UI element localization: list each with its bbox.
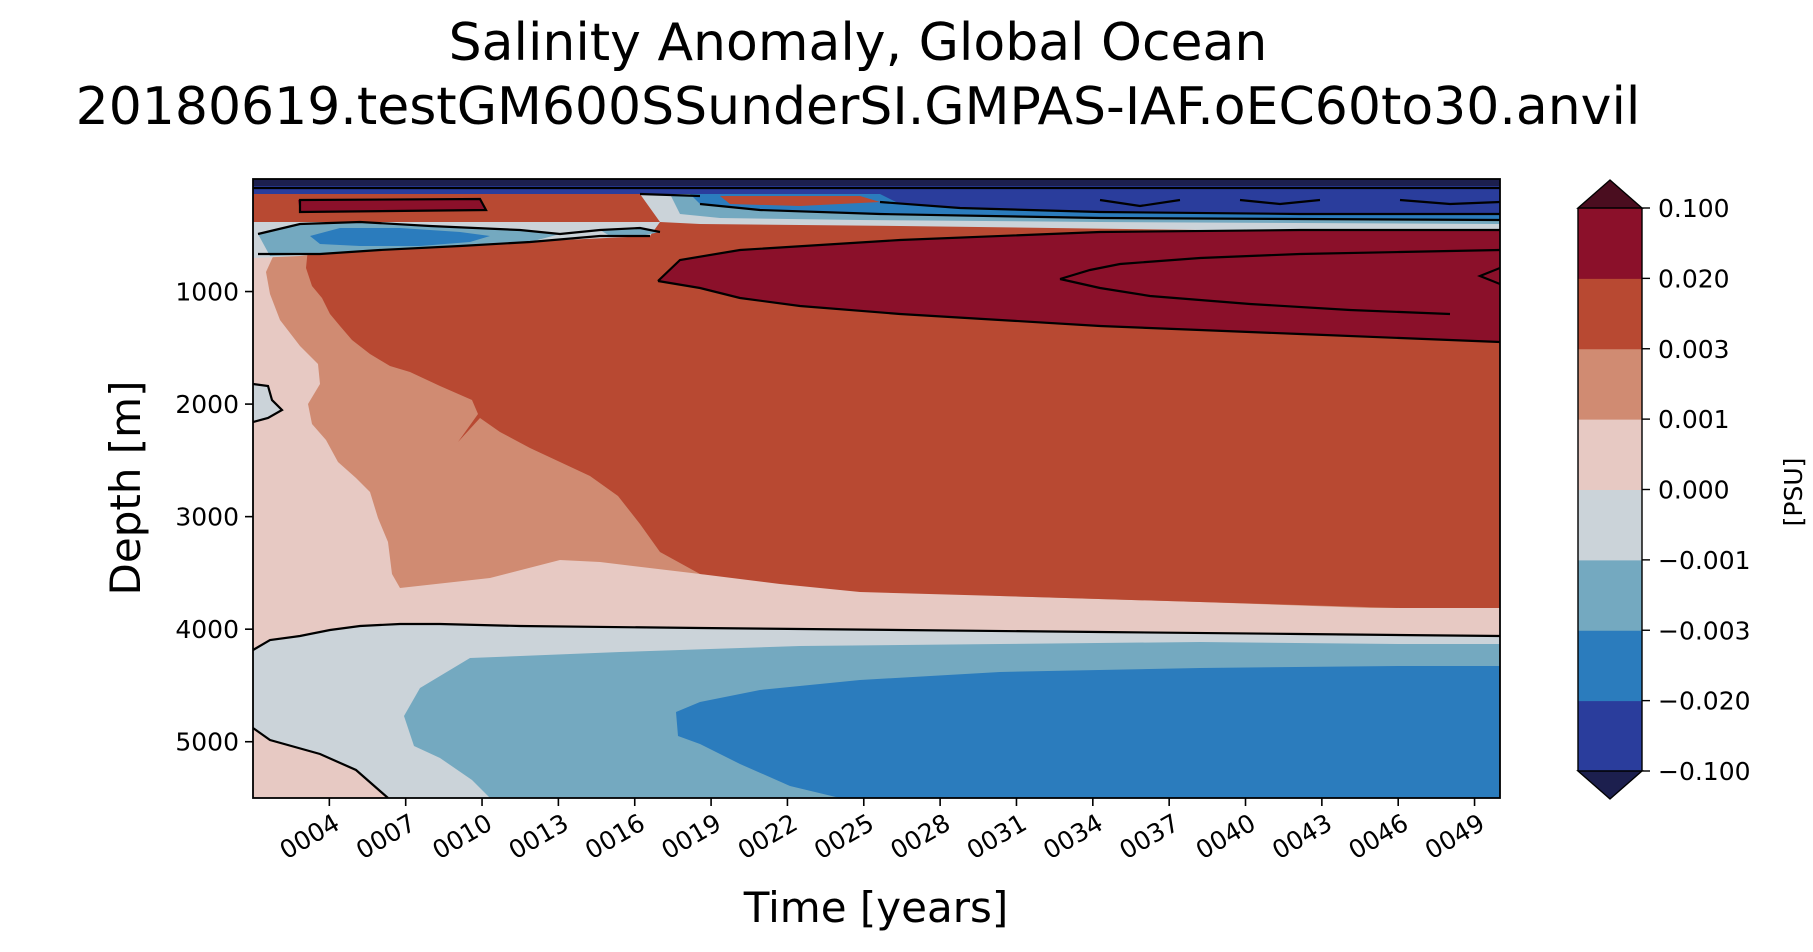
x-tick-label: 0025 <box>809 808 879 865</box>
plot-frame <box>252 178 1501 799</box>
x-tick-label: 0019 <box>656 808 726 865</box>
contour-lines <box>253 186 1500 798</box>
contour-line-inner <box>1059 248 1500 316</box>
contour-line-surface-6 <box>1099 198 1500 208</box>
contour-line-surface-5 <box>639 192 1500 216</box>
contour-line-right-edge <box>1477 266 1500 286</box>
colorbar-segment <box>1578 208 1642 279</box>
x-tick-label: 0037 <box>1115 808 1185 865</box>
field-level-minus-0.020-to-minus-0.003 <box>676 666 1500 798</box>
field-surface-band-strong-positive <box>298 199 486 212</box>
colorbar-segment <box>1578 700 1642 772</box>
y-tick-label: 3000 <box>175 503 239 532</box>
x-tick-label: 0010 <box>427 808 497 865</box>
colorbar-tick-label: 0.003 <box>1658 335 1730 364</box>
field-left-patch <box>253 384 282 422</box>
contour-line-lower <box>657 279 1500 344</box>
x-tick-label: 0040 <box>1191 808 1261 865</box>
colorbar-extend-under <box>1576 770 1644 800</box>
colorbar-tick-label: −0.020 <box>1658 687 1751 716</box>
colorbar-label: [PSU] <box>1779 458 1808 527</box>
contour-field <box>253 179 1500 798</box>
contour-line-surface-3 <box>298 197 488 214</box>
x-tick-label: 0016 <box>580 808 650 865</box>
chart-title-line-1: Salinity Anomaly, Global Ocean <box>449 13 1268 73</box>
colorbar-tick-label: 0.100 <box>1658 194 1730 223</box>
y-tick-label: 5000 <box>175 728 239 757</box>
contour-line-left-patch <box>253 382 284 424</box>
y-axis-ticks: 1000 2000 3000 4000 5000 <box>175 278 253 757</box>
colorbar-tick-label: 0.000 <box>1658 476 1730 505</box>
colorbar-segment <box>1578 559 1642 631</box>
contour-line-surface-4 <box>699 202 1500 222</box>
contour-line-surface-1 <box>257 220 661 236</box>
x-tick-label: 0013 <box>504 808 574 865</box>
field-surface-right-pos-patch <box>720 196 880 206</box>
x-tick-label: 0031 <box>962 808 1032 865</box>
colorbar-tick-label: 0.020 <box>1658 264 1730 293</box>
x-tick-label: 0022 <box>733 808 803 865</box>
colorbar-segment <box>1578 419 1642 490</box>
colorbar-tick-label: −0.001 <box>1658 546 1751 575</box>
field-surface-band-neg-strong <box>310 228 490 246</box>
x-tick-label: 0028 <box>886 808 956 865</box>
x-tick-label: 0049 <box>1420 808 1490 865</box>
y-tick-label: 4000 <box>175 615 239 644</box>
x-tick-label: 0034 <box>1038 808 1108 865</box>
contour-line-surface-2 <box>258 234 650 256</box>
contour-line-deep <box>253 622 1500 651</box>
contour-line-upper <box>657 228 1500 282</box>
colorbar-segment <box>1578 489 1642 561</box>
chart-title-line-2: 20180619.testGM600SSunderSI.GMPAS-IAF.oE… <box>76 77 1641 137</box>
colorbar-segment <box>1578 348 1642 420</box>
field-top-strip-darkest <box>253 179 1500 186</box>
x-tick-label: 0046 <box>1344 808 1414 865</box>
field-level-0.020-to-0.100 <box>658 230 1500 342</box>
x-axis-ticks: 0004 0007 0010 0013 0016 0019 0022 0025 0028 0031… <box>275 798 1490 865</box>
y-axis-label: Depth [m] <box>101 381 150 596</box>
colorbar-tick-label: −0.003 <box>1658 616 1751 645</box>
colorbar-segment <box>1578 278 1642 350</box>
colorbar-segment <box>1578 630 1642 702</box>
y-tick-label: 1000 <box>175 278 239 307</box>
contour-line-bottom-left <box>253 727 389 798</box>
colorbar-tick-label: −0.100 <box>1658 757 1751 786</box>
colorbar-tick-label: 0.001 <box>1658 405 1730 434</box>
field-surface-right-below-minus-0.020 <box>880 194 1500 214</box>
x-tick-label: 0043 <box>1267 808 1337 865</box>
x-axis-label: Time [years] <box>743 883 1009 932</box>
x-tick-label: 0007 <box>351 808 421 865</box>
colorbar-extend-over <box>1576 179 1644 209</box>
colorbar: −0.100 −0.020 −0.003 −0.001 0.000 0.001 0.003 0… <box>1576 179 1751 800</box>
y-tick-label: 2000 <box>175 390 239 419</box>
x-tick-label: 0004 <box>275 808 345 865</box>
